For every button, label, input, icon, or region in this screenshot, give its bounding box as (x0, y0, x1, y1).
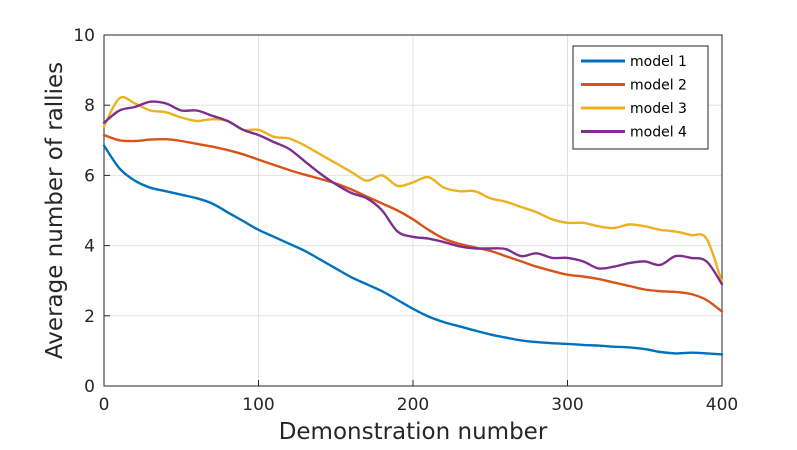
series-line-model-4 (102, 100, 724, 286)
legend-label-model-1: model 1 (630, 54, 687, 70)
x-tick-label: 400 (706, 395, 738, 415)
series-line-model-3 (102, 95, 724, 284)
legend-label-model-3: model 3 (630, 101, 687, 117)
x-tick-label: 200 (397, 395, 429, 415)
legend-label-model-4: model 4 (630, 125, 687, 141)
x-tick-label: 0 (99, 395, 110, 415)
x-tick-label: 100 (242, 395, 274, 415)
legend: model 1 model 2 model 3 model 4 (572, 45, 709, 150)
x-tick-label: 300 (551, 395, 583, 415)
y-tick-label: 8 (84, 96, 95, 116)
y-tick-label: 4 (84, 237, 95, 257)
axis-ticks: 0 100 200 300 400 0 2 4 6 8 10 (73, 26, 738, 415)
series-lines (102, 95, 724, 356)
series-line-model-2 (102, 133, 724, 313)
series-line-model-1 (102, 144, 724, 356)
y-tick-label: 6 (84, 166, 95, 186)
legend-label-model-2: model 2 (630, 78, 687, 94)
y-tick-label: 0 (84, 377, 95, 397)
y-tick-label: 2 (84, 307, 95, 327)
x-axis-label: Demonstration number (279, 419, 548, 445)
y-tick-label: 10 (73, 26, 95, 46)
y-axis-label: Average number of rallies (42, 62, 68, 359)
